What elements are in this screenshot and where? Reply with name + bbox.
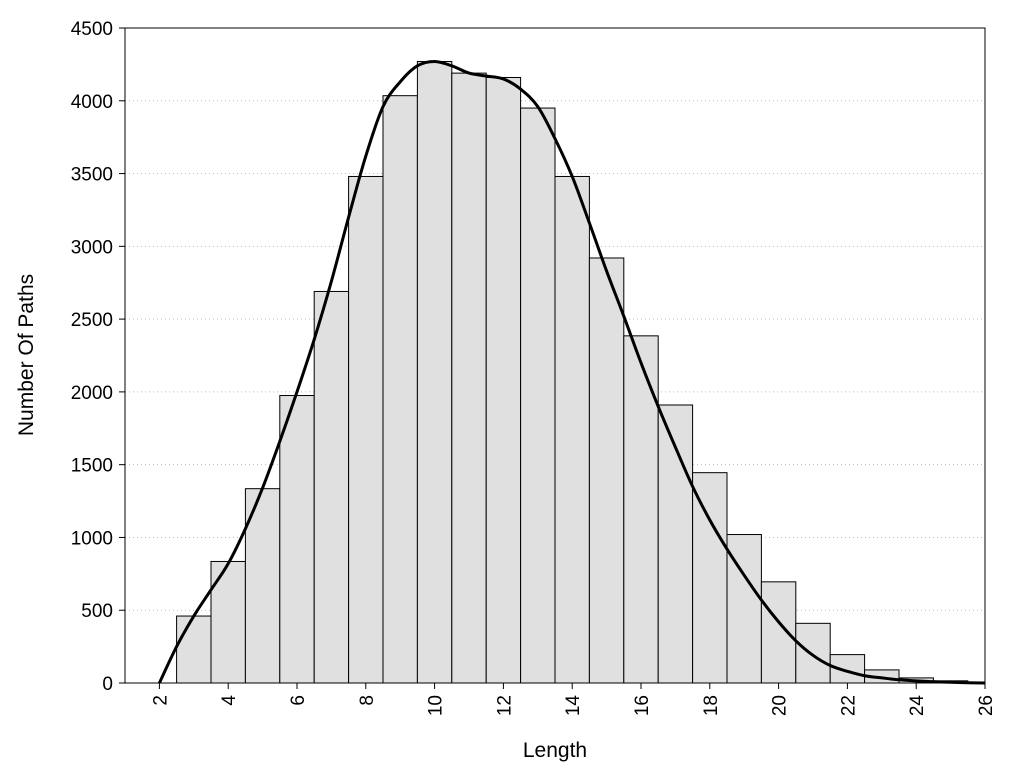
x-tick-label: 26 bbox=[976, 695, 997, 716]
histogram-bar bbox=[176, 615, 212, 684]
y-axis-title: Number Of Paths bbox=[15, 274, 38, 436]
histogram-bar bbox=[760, 581, 797, 684]
histogram-bar bbox=[657, 404, 694, 684]
x-tick-label: 14 bbox=[563, 695, 584, 717]
x-tick-label: 4 bbox=[219, 695, 240, 706]
x-tick-label: 18 bbox=[701, 695, 722, 716]
x-tick-label: 20 bbox=[770, 695, 791, 716]
plot-frame bbox=[124, 27, 986, 684]
x-tick-label: 8 bbox=[357, 695, 378, 706]
histogram-bar bbox=[348, 175, 384, 684]
y-tick-label: 1000 bbox=[71, 528, 113, 549]
x-tick-label: 6 bbox=[288, 695, 309, 706]
histogram-bar bbox=[485, 76, 522, 684]
x-tick-label: 2 bbox=[150, 695, 171, 706]
histogram-bar bbox=[416, 60, 453, 684]
y-tick-label: 3000 bbox=[71, 237, 113, 258]
histogram-bar bbox=[520, 107, 556, 684]
y-ticks-layer: 0 500 1000 1500 2000 2500 3000 3500 4000 4500 bbox=[71, 19, 125, 695]
x-tick-label: 22 bbox=[838, 695, 859, 716]
y-tick-label: 3500 bbox=[71, 165, 113, 186]
y-tick-label: 500 bbox=[81, 601, 113, 622]
y-tick-label: 1500 bbox=[71, 456, 113, 477]
x-tick-label: 16 bbox=[632, 695, 653, 716]
y-tick-label: 4000 bbox=[71, 92, 113, 113]
x-tick-label: 12 bbox=[494, 695, 515, 716]
histogram-bar bbox=[382, 95, 418, 684]
x-tick-label: 24 bbox=[907, 695, 928, 717]
y-tick-label: 4500 bbox=[71, 19, 113, 40]
y-tick-label: 0 bbox=[102, 674, 113, 695]
y-gridlines bbox=[125, 100, 985, 611]
x-tick-label: 10 bbox=[426, 695, 447, 716]
histogram-bar bbox=[279, 395, 315, 684]
histogram-bar bbox=[313, 290, 350, 684]
histogram-bar bbox=[623, 335, 659, 684]
x-axis-title: Length bbox=[523, 739, 587, 762]
y-tick-label: 2500 bbox=[71, 310, 113, 331]
bars-layer bbox=[176, 60, 969, 684]
density-curve bbox=[158, 59, 986, 685]
histogram-bar bbox=[451, 72, 487, 684]
histogram-bar bbox=[588, 257, 625, 684]
x-ticks-layer: 2 4 6 8 10 12 14 16 18 20 22 24 26 bbox=[150, 683, 997, 716]
y-tick-label: 2000 bbox=[71, 383, 113, 404]
histogram-bar bbox=[554, 175, 590, 684]
histogram-bar bbox=[795, 622, 831, 684]
histogram-bar bbox=[692, 472, 728, 684]
